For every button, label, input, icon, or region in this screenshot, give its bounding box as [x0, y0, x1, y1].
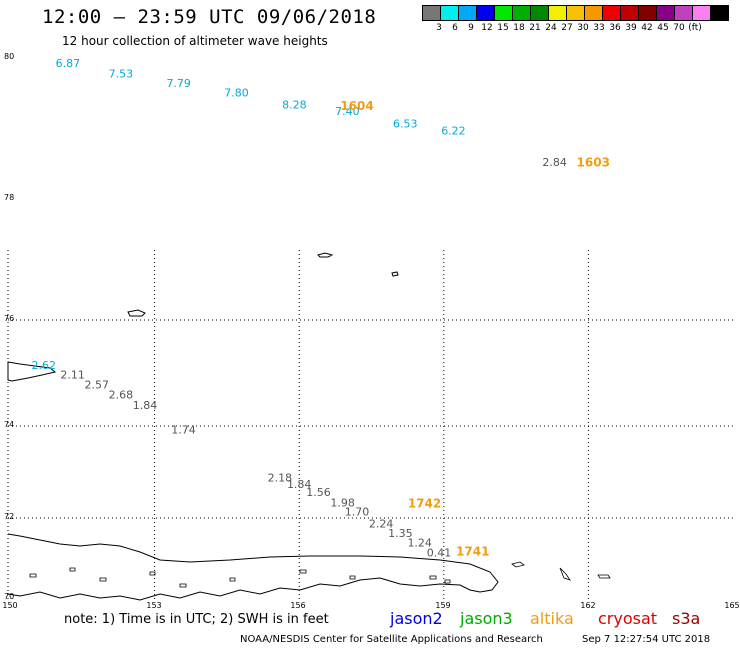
legend-label: 30 [577, 23, 589, 33]
graticule [7, 250, 735, 600]
legend-label: (ft) [688, 23, 702, 33]
lon-label-162: 162 [580, 601, 596, 610]
credit-text: NOAA/NESDIS Center for Satellite Applica… [240, 634, 543, 645]
legend-label: 9 [468, 23, 474, 33]
wave-height-label: 1.84 [287, 478, 312, 491]
wave-height-label: 1.35 [388, 527, 413, 540]
legend-label: 33 [593, 23, 605, 33]
coast-island-1 [7, 361, 57, 382]
wave-height-label: 2.24 [369, 517, 394, 530]
wave-height-label: 7.53 [109, 68, 134, 81]
wave-height-label: 1.24 [407, 536, 432, 549]
wave-height-label: 1.74 [171, 424, 196, 437]
wave-height-label: 1.98 [330, 497, 355, 510]
wave-height-label: 6.53 [393, 118, 418, 131]
legend-label: 15 [497, 23, 509, 33]
lat-label-80: 80 [4, 52, 15, 61]
data-points: 6.87 7.53 7.79 7.80 8.28 7.40 6.53 6.22 2.62 2.84… [31, 57, 610, 560]
wave-height-label: 7.40 [335, 105, 360, 118]
legend-swatches [422, 5, 740, 21]
coast-mainland [7, 533, 499, 601]
lat-label-76: 76 [4, 314, 15, 323]
color-legend: 3 6 9 12 15 18 21 24 27 30 33 36 39 42 45 70 (ft) [422, 5, 740, 35]
legend-label: 42 [641, 23, 653, 33]
coast-island-4 [391, 271, 399, 277]
wave-height-label: 1.56 [306, 486, 331, 499]
legend-label: 21 [529, 23, 541, 33]
wave-height-label: 6.22 [441, 125, 466, 138]
pass-time-label: 1741 [456, 544, 489, 558]
wave-height-label: 2.68 [109, 388, 134, 401]
wave-height-label: 6.87 [56, 57, 81, 70]
sat-label-s3a: s3a [672, 609, 701, 628]
coast-east-islands [511, 561, 611, 581]
sat-label-jason3: jason3 [460, 609, 513, 628]
wave-height-label: 8.28 [282, 99, 307, 112]
lon-label-165: 165 [724, 601, 740, 610]
legend-label: 18 [513, 23, 525, 33]
legend-label: 6 [452, 23, 458, 33]
legend-label: 24 [545, 23, 557, 33]
wave-height-label: 1.84 [133, 399, 158, 412]
legend-label: 27 [561, 23, 573, 33]
wave-height-label: 7.79 [166, 77, 191, 90]
pass-time-label: 1604 [340, 99, 373, 113]
lat-label-78: 78 [4, 193, 15, 202]
map-title: 12:00 – 23:59 UTC 09/06/2018 [42, 6, 377, 28]
legend-label: 39 [625, 23, 637, 33]
legend-label: 12 [481, 23, 493, 33]
legend-label: 70 [673, 23, 685, 33]
generated-timestamp: Sep 7 12:27:54 UTC 2018 [582, 634, 711, 645]
lon-label-150: 150 [2, 601, 18, 610]
wave-height-label: 2.11 [60, 369, 85, 382]
coastline [7, 252, 611, 601]
legend-labels: 3 6 9 12 15 18 21 24 27 30 33 36 39 42 45 70 (ft) [422, 21, 740, 35]
wave-height-label: 0.41 [427, 547, 452, 560]
map-subtitle: 12 hour collection of altimeter wave hei… [62, 34, 328, 48]
wave-height-label: 2.18 [268, 471, 293, 484]
sat-label-jason2: jason2 [390, 609, 443, 628]
pass-time-label: 1603 [577, 155, 610, 169]
legend-label: 3 [436, 23, 442, 33]
wave-height-label: 2.62 [31, 359, 56, 372]
pass-time-label: 1742 [408, 497, 441, 511]
footer-note: note: 1) Time is in UTC; 2) SWH is in fe… [64, 612, 329, 627]
wave-height-label: 2.84 [542, 156, 567, 169]
lat-label-72: 72 [4, 512, 15, 521]
coast-island-2 [127, 309, 146, 317]
lon-label-153: 153 [146, 601, 162, 610]
wave-height-label: 1.70 [345, 505, 370, 518]
lon-label-159: 159 [435, 601, 451, 610]
legend-swatch [710, 5, 729, 21]
coast-inner-lakes [29, 567, 451, 588]
wave-height-label: 7.80 [224, 87, 249, 100]
coast-island-3 [317, 252, 334, 258]
lat-label-74: 74 [4, 420, 15, 429]
sat-label-cryosat: cryosat [598, 609, 658, 628]
sat-label-altika: altika [530, 609, 574, 628]
wave-height-label: 2.57 [85, 379, 110, 392]
legend-label: 36 [609, 23, 621, 33]
lat-label-70: 70 [4, 592, 15, 601]
legend-label: 45 [657, 23, 669, 33]
lon-label-156: 156 [290, 601, 306, 610]
